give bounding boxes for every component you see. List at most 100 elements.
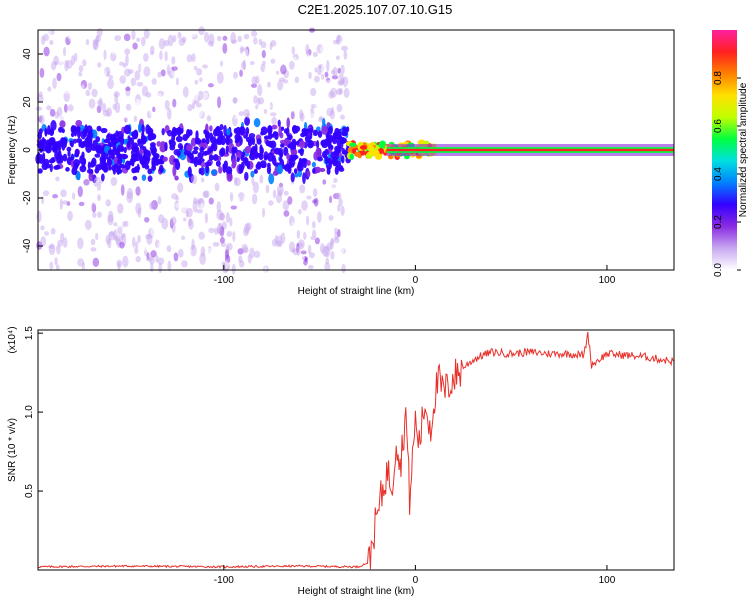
heatmap-noise-cell xyxy=(122,250,128,257)
heatmap-noise-cell xyxy=(299,255,305,263)
heatmap-noise-cell xyxy=(50,120,57,131)
heatmap-carrier-line xyxy=(386,148,674,152)
heatmap-noise-cell xyxy=(263,108,268,115)
heatmap-noise-cell xyxy=(124,48,131,55)
heatmap-y-tick-label: 20 xyxy=(22,96,33,108)
heatmap-noise-cell xyxy=(210,169,218,176)
heatmap-band-cell xyxy=(307,127,314,133)
heatmap-band-cell xyxy=(299,147,304,157)
heatmap-band-cell xyxy=(119,136,125,146)
heatmap-noise-cell xyxy=(225,211,230,224)
heatmap-noise-cell xyxy=(207,44,212,52)
heatmap-noise-cell xyxy=(333,177,338,184)
heatmap-noise-cell xyxy=(297,100,304,108)
heatmap-noise-cell xyxy=(49,108,56,117)
heatmap-noise-cell xyxy=(289,60,295,70)
heatmap-y-tick-label: -40 xyxy=(22,238,33,253)
heatmap-band-cell xyxy=(312,129,319,137)
heatmap-noise-cell xyxy=(218,165,223,174)
heatmap-noise-cell xyxy=(141,85,149,97)
heatmap-noise-cell xyxy=(169,198,176,204)
heatmap-band-cell xyxy=(67,149,71,158)
heatmap-band-cell xyxy=(239,126,246,136)
heatmap-noise-cell xyxy=(306,215,310,226)
heatmap-noise-cell xyxy=(40,225,45,231)
heatmap-noise-cell xyxy=(174,115,180,125)
heatmap-noise-cell xyxy=(174,175,179,181)
heatmap-band-cell xyxy=(172,128,180,135)
heatmap-noise-cell xyxy=(50,227,56,235)
heatmap-band-cell xyxy=(317,156,323,162)
heatmap-noise-cell xyxy=(49,40,54,45)
heatmap-noise-cell xyxy=(166,129,173,137)
heatmap-noise-cell xyxy=(125,113,131,123)
heatmap-noise-cell xyxy=(208,33,215,46)
heatmap-y-tick-label: 0 xyxy=(22,147,33,153)
heatmap-band-cell xyxy=(62,153,68,162)
heatmap-noise-cell xyxy=(78,65,84,72)
heatmap-noise-cell xyxy=(202,191,209,198)
heatmap-band-cell xyxy=(116,165,121,175)
heatmap-noise-cell xyxy=(311,161,317,168)
heatmap-noise-cell xyxy=(173,252,179,262)
heatmap-noise-cell xyxy=(85,89,91,97)
heatmap-band-cell xyxy=(192,149,199,155)
heatmap-band-cell xyxy=(290,148,298,156)
heatmap-noise-cell xyxy=(226,242,233,251)
heatmap-noise-cell xyxy=(181,36,187,43)
heatmap-noise-cell xyxy=(119,241,125,249)
heatmap-noise-cell xyxy=(242,98,246,110)
heatmap-noise-cell xyxy=(220,242,227,248)
heatmap-band-cell xyxy=(173,158,179,163)
heatmap-noise-cell xyxy=(277,119,281,127)
heatmap-noise-cell xyxy=(226,230,233,238)
figure-title: C2E1.2025.107.07.10.G15 xyxy=(297,2,453,17)
heatmap-noise-cell xyxy=(330,87,337,98)
snr-series-line xyxy=(37,331,675,570)
heatmap-noise-cell xyxy=(77,185,83,198)
heatmap-noise-cell xyxy=(57,239,64,247)
heatmap-noise-cell xyxy=(46,105,52,111)
heatmap-band-cell xyxy=(328,125,333,135)
heatmap-noise-cell xyxy=(253,95,258,104)
heatmap-noise-cell xyxy=(211,66,217,74)
snr-frame xyxy=(37,329,675,571)
heatmap-noise-cell xyxy=(119,75,127,84)
heatmap-noise-cell xyxy=(283,190,289,196)
heatmap-band-cell xyxy=(282,164,288,170)
heatmap-noise-cell xyxy=(172,98,177,108)
heatmap-band-cell xyxy=(127,140,131,149)
heatmap-band-cell xyxy=(187,166,192,177)
heatmap-band-cell xyxy=(149,142,156,148)
heatmap-band-cell xyxy=(153,155,157,162)
heatmap-noise-cell xyxy=(256,260,262,267)
heatmap-band-cell xyxy=(280,126,285,132)
heatmap-band-cell xyxy=(240,161,245,170)
heatmap-band-cell xyxy=(87,161,91,170)
snr-x-tick-label: 100 xyxy=(599,575,616,586)
heatmap-noise-cell xyxy=(306,195,312,200)
heatmap-noise-cell xyxy=(312,243,319,256)
heatmap-noise-cell xyxy=(141,174,147,181)
heatmap-band-cell xyxy=(162,156,168,162)
heatmap-band-cell xyxy=(44,127,48,137)
heatmap-band-cell xyxy=(120,146,125,152)
heatmap-noise-cell xyxy=(232,231,236,242)
heatmap-noise-cell xyxy=(172,165,177,177)
heatmap-band-cell xyxy=(107,158,113,167)
heatmap-noise-cell xyxy=(340,205,345,216)
heatmap-noise-cell xyxy=(284,229,289,239)
heatmap-band-cell xyxy=(131,130,139,138)
heatmap-noise-cell xyxy=(222,42,228,54)
colorbar-tick-label: 0.6 xyxy=(713,119,724,133)
heatmap-band-cell xyxy=(37,168,43,174)
heatmap-noise-cell xyxy=(251,76,258,85)
heatmap-band-cell xyxy=(342,126,348,132)
heatmap-band-cell xyxy=(212,154,219,161)
heatmap-noise-cell xyxy=(40,236,47,247)
heatmap-noise-cell xyxy=(91,202,95,212)
heatmap-noise-cell xyxy=(76,100,81,112)
heatmap-noise-cell xyxy=(105,199,111,207)
heatmap-noise-cell xyxy=(195,102,202,108)
heatmap-noise-cell xyxy=(207,83,214,88)
